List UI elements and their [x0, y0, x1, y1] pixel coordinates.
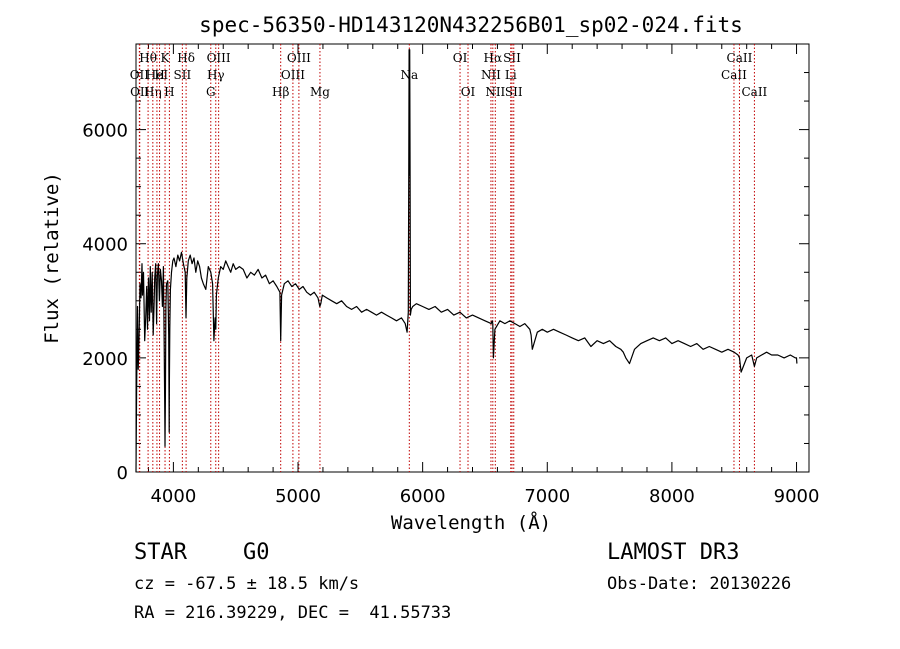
line-label: Li	[505, 68, 517, 82]
y-tick-label: 4000	[82, 235, 128, 256]
y-tick-label: 2000	[82, 349, 128, 370]
x-tick-label: 7000	[524, 486, 570, 507]
coordinates-label: RA = 216.39229, DEC = 41.55733	[134, 603, 452, 623]
line-label: Hγ	[207, 68, 225, 82]
line-label: CaII	[741, 85, 767, 99]
survey-label: LAMOST DR3	[607, 540, 740, 565]
y-tick-label: 0	[117, 463, 128, 484]
line-label: OI	[461, 85, 476, 99]
line-label: Hα	[484, 51, 503, 65]
class-label: STAR	[134, 540, 187, 565]
line-label: Mg	[310, 85, 330, 99]
x-tick-label: 8000	[649, 486, 695, 507]
line-label: OIII	[281, 68, 305, 82]
line-label: NII	[481, 68, 501, 82]
line-label: Hβ	[272, 85, 289, 99]
line-label: NII	[485, 85, 505, 99]
chart-title: spec-56350-HD143120N432256B01_sp02-024.f…	[199, 13, 743, 37]
line-label: G	[206, 85, 216, 99]
line-label: K	[161, 51, 171, 65]
line-label: HeI	[146, 68, 169, 82]
obs-date-label: Obs-Date: 20130226	[607, 574, 792, 594]
line-label: Hη	[144, 85, 162, 99]
plot-frame	[135, 43, 810, 473]
line-label: OI	[453, 51, 468, 65]
x-axis-label: Wavelength (Å)	[391, 511, 551, 534]
line-label: CaII	[727, 51, 753, 65]
x-tick-label: 6000	[400, 486, 446, 507]
line-label: OIII	[287, 51, 311, 65]
y-axis-label: Flux (relative)	[41, 172, 63, 344]
spectrum-line	[135, 49, 798, 473]
line-label: Hθ	[139, 51, 157, 65]
line-label: H	[164, 85, 174, 99]
subclass-label: G0	[243, 540, 270, 565]
x-tick-label: 9000	[774, 486, 820, 507]
line-label: OIII	[207, 51, 231, 65]
x-tick-label: 4000	[150, 486, 196, 507]
line-label: SII	[174, 68, 192, 82]
line-label: CaII	[721, 68, 747, 82]
x-tick-label: 5000	[275, 486, 321, 507]
line-label: SII	[503, 51, 521, 65]
line-label: Hδ	[177, 51, 195, 65]
y-tick-label: 6000	[82, 121, 128, 142]
line-label: OII	[130, 68, 150, 82]
line-label: H	[154, 68, 164, 82]
redshift-label: cz = -67.5 ± 18.5 km/s	[134, 574, 360, 594]
line-label: OII	[130, 85, 150, 99]
line-label: SII	[505, 85, 523, 99]
